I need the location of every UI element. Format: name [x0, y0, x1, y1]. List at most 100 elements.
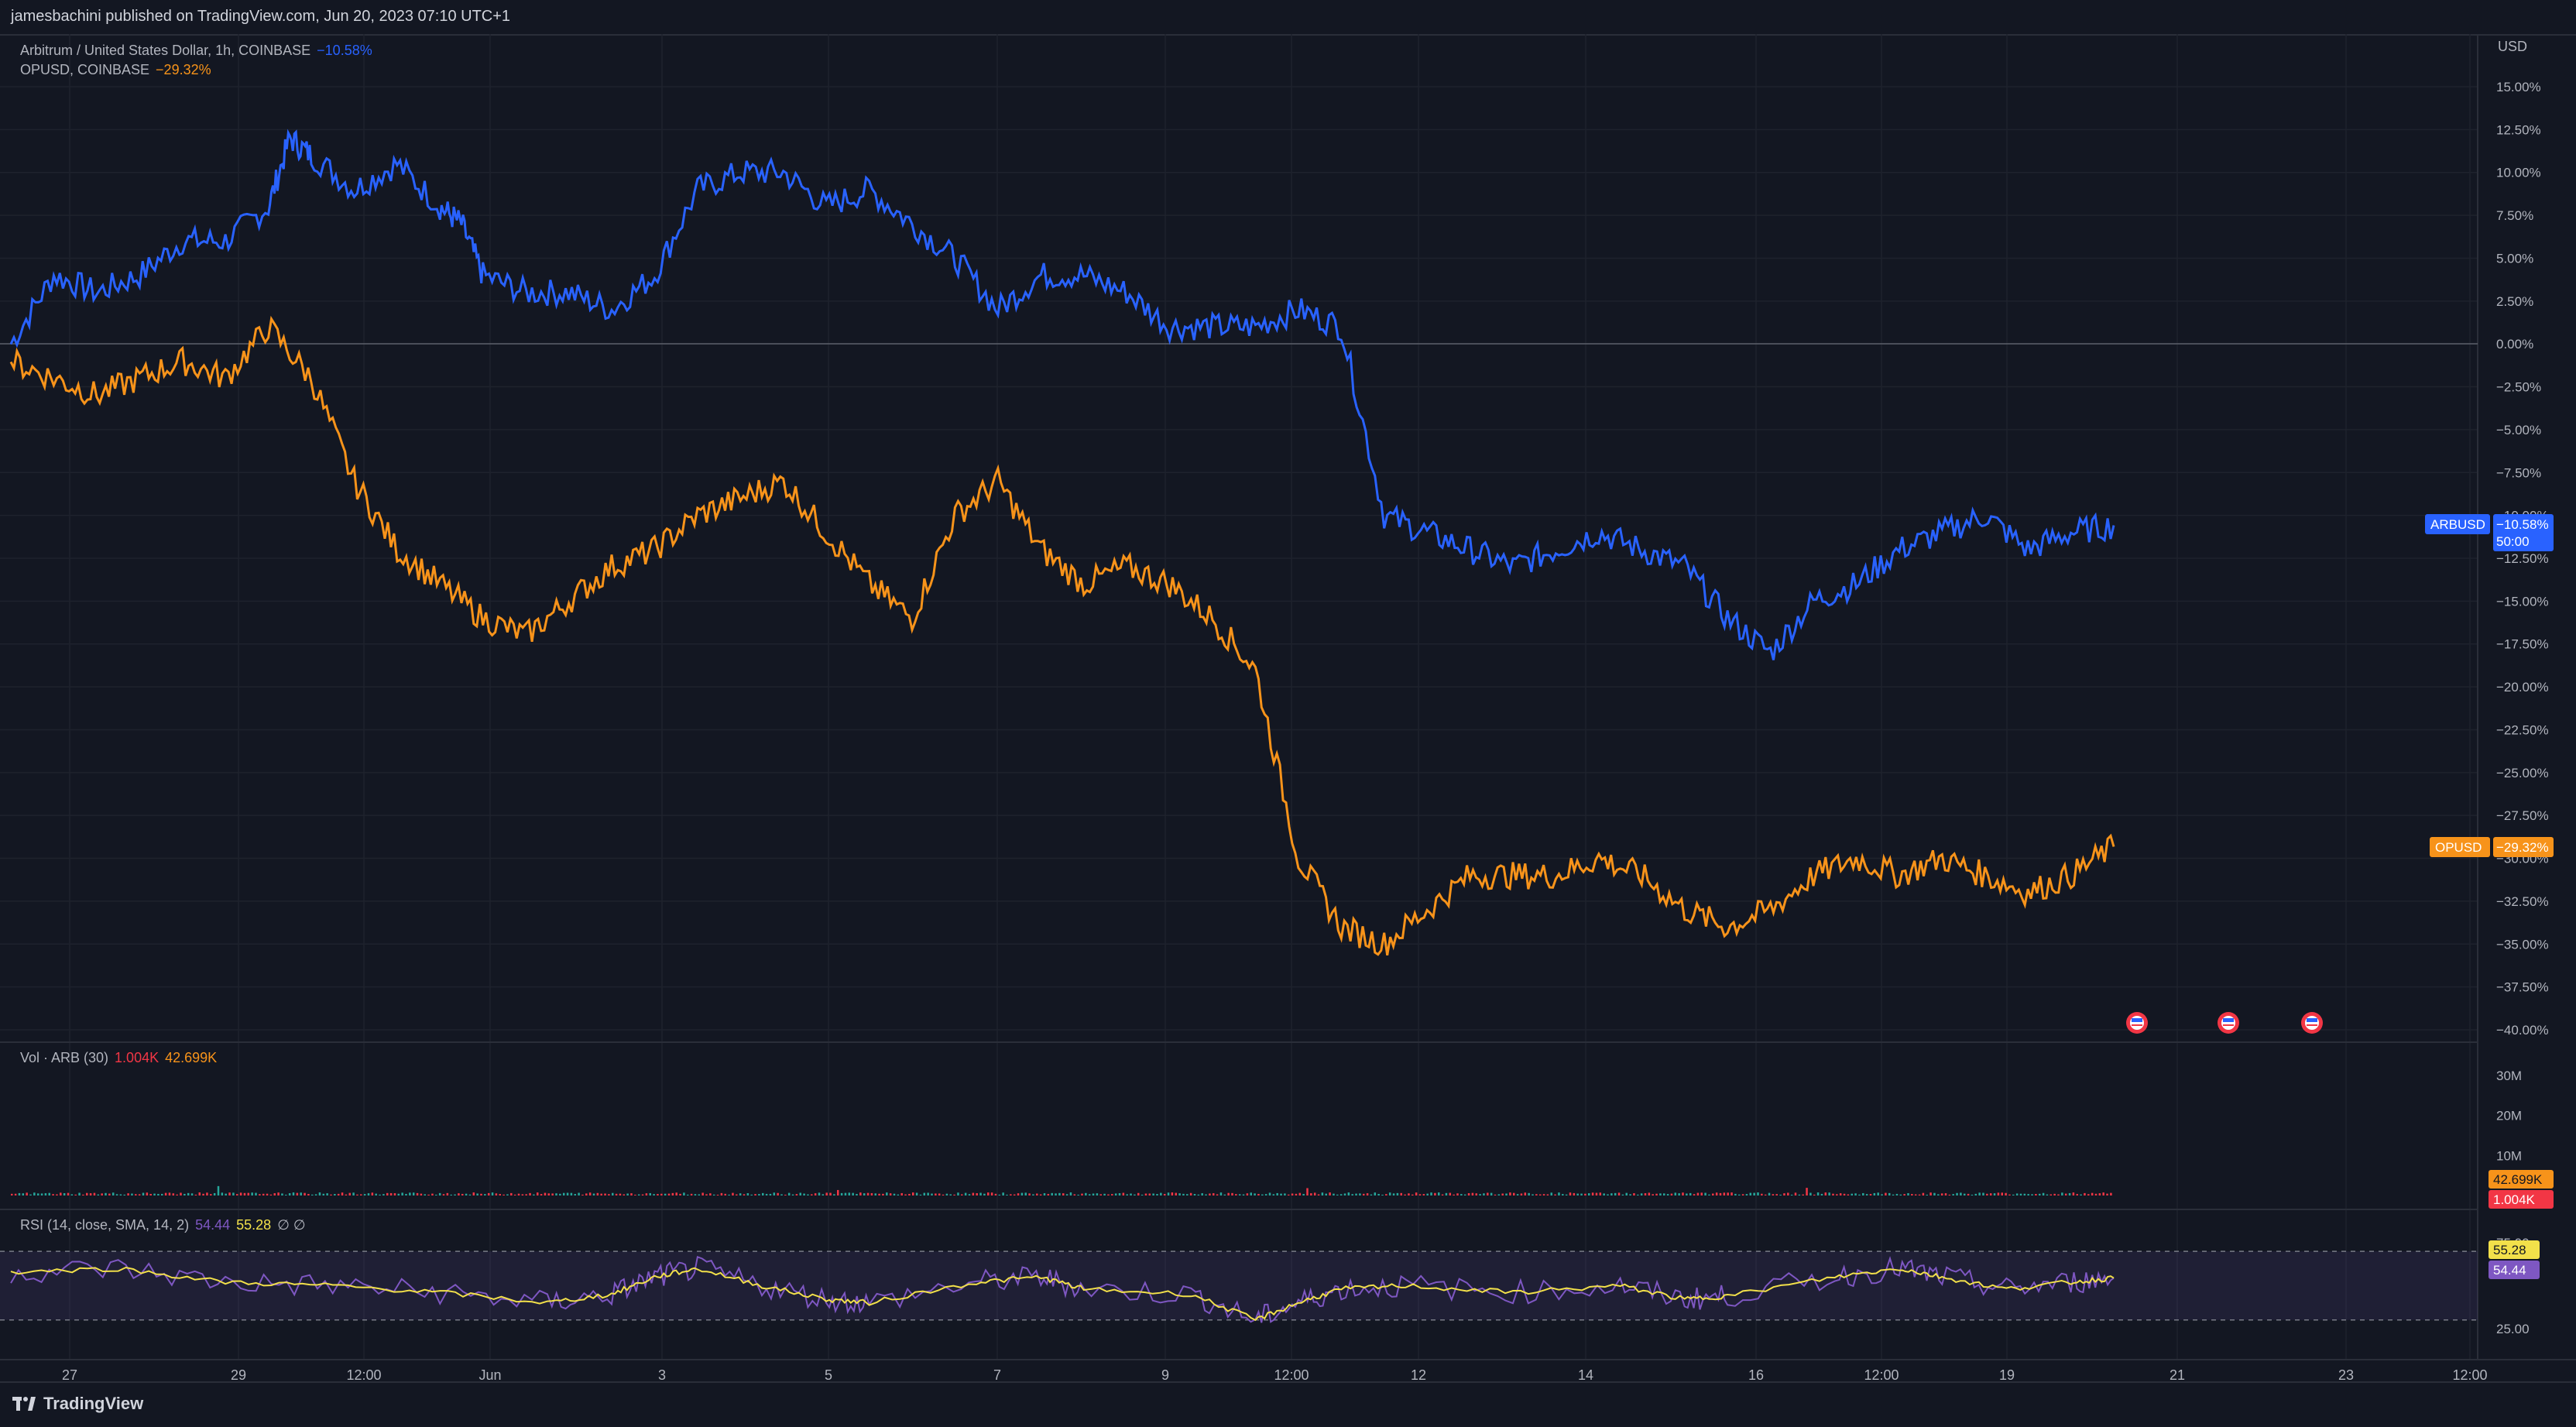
- time-tick-label: 9: [1161, 1367, 1169, 1381]
- volume-bar: [1509, 1192, 1511, 1195]
- vol-legend[interactable]: Vol · ARB (30) 1.004K 42.699K: [20, 1050, 217, 1066]
- volume-bar: [236, 1194, 238, 1195]
- arb-legend[interactable]: Arbitrum / United States Dollar, 1h, COI…: [20, 43, 372, 59]
- volume-bar: [1445, 1192, 1448, 1195]
- volume-bar: [537, 1192, 539, 1195]
- volume-bar: [1010, 1194, 1012, 1195]
- volume-bar: [1986, 1193, 1988, 1195]
- price-tick-label: 5.00%: [2496, 251, 2533, 266]
- us-flag-event-icon[interactable]: [2301, 1012, 2323, 1034]
- volume-bar: [949, 1194, 952, 1195]
- volume-bar: [2035, 1193, 2037, 1195]
- price-chart-svg[interactable]: 15.00% 12.50% 10.00% 7.50% 5.00% 2.50% 0.00% −2…: [0, 34, 2576, 1383]
- volume-bar: [2015, 1193, 2019, 1195]
- volume-bar: [202, 1193, 204, 1195]
- price-tick-label: −12.50%: [2496, 551, 2549, 566]
- volume-bar: [1126, 1194, 1128, 1195]
- volume-bar: [1081, 1193, 1083, 1195]
- volume-bar: [239, 1192, 242, 1195]
- volume-bar: [1280, 1193, 1282, 1195]
- volume-bar: [566, 1192, 569, 1195]
- price-tick-label: 2.50%: [2496, 294, 2533, 309]
- arb-price-badge[interactable]: ARBUSD −10.58% 50:00: [2425, 514, 2554, 551]
- volume-bar: [739, 1193, 742, 1195]
- volume-bar: [1201, 1193, 1203, 1195]
- volume-bar: [416, 1192, 419, 1195]
- volume-bar: [1460, 1194, 1463, 1195]
- volume-bar: [870, 1192, 873, 1195]
- volume-bar: [1103, 1193, 1106, 1195]
- volume-bar: [619, 1193, 622, 1195]
- volume-bar: [957, 1192, 959, 1195]
- volume-bar: [1719, 1192, 1722, 1195]
- volume-bar: [1723, 1192, 1726, 1195]
- volume-bar: [375, 1193, 377, 1195]
- rsi-legend-label: RSI (14, close, SMA, 14, 2): [20, 1217, 190, 1233]
- price-axis-labels[interactable]: 15.00% 12.50% 10.00% 7.50% 5.00% 2.50% 0.00% −2…: [2496, 80, 2549, 1336]
- price-tick-label: −7.50%: [2496, 465, 2541, 480]
- volume-bar: [1584, 1193, 1586, 1195]
- volume-bar: [2098, 1193, 2101, 1195]
- volume-bar: [2027, 1194, 2029, 1195]
- volume-bar: [626, 1193, 629, 1195]
- volume-bar: [22, 1193, 25, 1195]
- volume-bar: [1546, 1194, 1549, 1195]
- volume-bar: [326, 1193, 328, 1195]
- volume-bar: [1490, 1192, 1493, 1195]
- volume-bar: [1532, 1194, 1534, 1195]
- volume-bar: [1873, 1192, 1876, 1195]
- volume-bar: [2110, 1192, 2112, 1195]
- volume-bar: [161, 1193, 163, 1195]
- tradingview-logo[interactable]: TradingView: [12, 1394, 143, 1414]
- rsi-sma-line: [10, 1266, 2115, 1322]
- time-tick-label: 7: [993, 1367, 1001, 1381]
- time-tick-label: 23: [2338, 1367, 2354, 1381]
- volume-bar: [60, 1192, 62, 1195]
- volume-bar: [878, 1193, 880, 1195]
- volume-bar: [675, 1192, 677, 1195]
- rsi-legend-extra: ∅ ∅: [277, 1217, 306, 1233]
- op-price-badge[interactable]: OPUSD −29.32%: [2430, 837, 2554, 857]
- volume-bar: [1505, 1193, 1508, 1195]
- volume-bar: [720, 1192, 723, 1195]
- volume-bar: [1487, 1192, 1489, 1195]
- volume-bar: [762, 1192, 764, 1195]
- vol-legend-v1: 1.004K: [115, 1050, 159, 1065]
- volume-bar: [1298, 1192, 1302, 1195]
- volume-bar: [1043, 1193, 1046, 1195]
- footer-bar: TradingView: [0, 1381, 2576, 1427]
- volume-bar: [1363, 1193, 1365, 1195]
- volume-bar: [1595, 1192, 1598, 1195]
- volume-bar: [1302, 1194, 1305, 1195]
- volume-bar: [1655, 1193, 1658, 1195]
- volume-bar: [221, 1192, 224, 1195]
- volume-bar: [465, 1193, 468, 1195]
- us-flag-event-icon[interactable]: [2218, 1012, 2239, 1034]
- rsi-legend[interactable]: RSI (14, close, SMA, 14, 2) 54.44 55.28 ∅ ∅: [20, 1217, 306, 1233]
- volume-bar: [803, 1193, 805, 1195]
- volume-bar: [499, 1194, 501, 1195]
- volume-bar: [11, 1193, 13, 1195]
- chart-area[interactable]: 15.00% 12.50% 10.00% 7.50% 5.00% 2.50% 0.00% −2…: [0, 34, 2576, 1383]
- volume-bar: [26, 1192, 28, 1195]
- volume-bar: [341, 1192, 344, 1195]
- volume-bar: [446, 1192, 449, 1195]
- volume-bar: [852, 1192, 854, 1195]
- volume-bar: [1783, 1193, 1785, 1195]
- arb-badge-symbol: ARBUSD: [2430, 517, 2485, 532]
- volume-bar: [409, 1192, 411, 1195]
- time-axis-labels[interactable]: 27 29 12:00 Jun 3 5 7 9 12:00 12 14 16 12:00 19 21 23 12…: [62, 1367, 2488, 1383]
- us-flag-event-icon[interactable]: [2126, 1012, 2148, 1034]
- volume-bar: [1148, 1193, 1151, 1195]
- volume-bar: [585, 1193, 588, 1195]
- volume-bar: [2061, 1192, 2063, 1195]
- volume-bar: [1629, 1194, 1631, 1195]
- volume-bar: [1929, 1192, 1932, 1195]
- volume-bar: [180, 1192, 182, 1195]
- volume-bar: [1264, 1194, 1267, 1195]
- price-tick-label: −27.50%: [2496, 808, 2549, 823]
- op-badge-symbol: OPUSD: [2435, 840, 2482, 855]
- volume-bar: [1160, 1192, 1162, 1195]
- op-legend[interactable]: OPUSD, COINBASE −29.32%: [20, 62, 211, 78]
- volume-bar: [886, 1192, 888, 1195]
